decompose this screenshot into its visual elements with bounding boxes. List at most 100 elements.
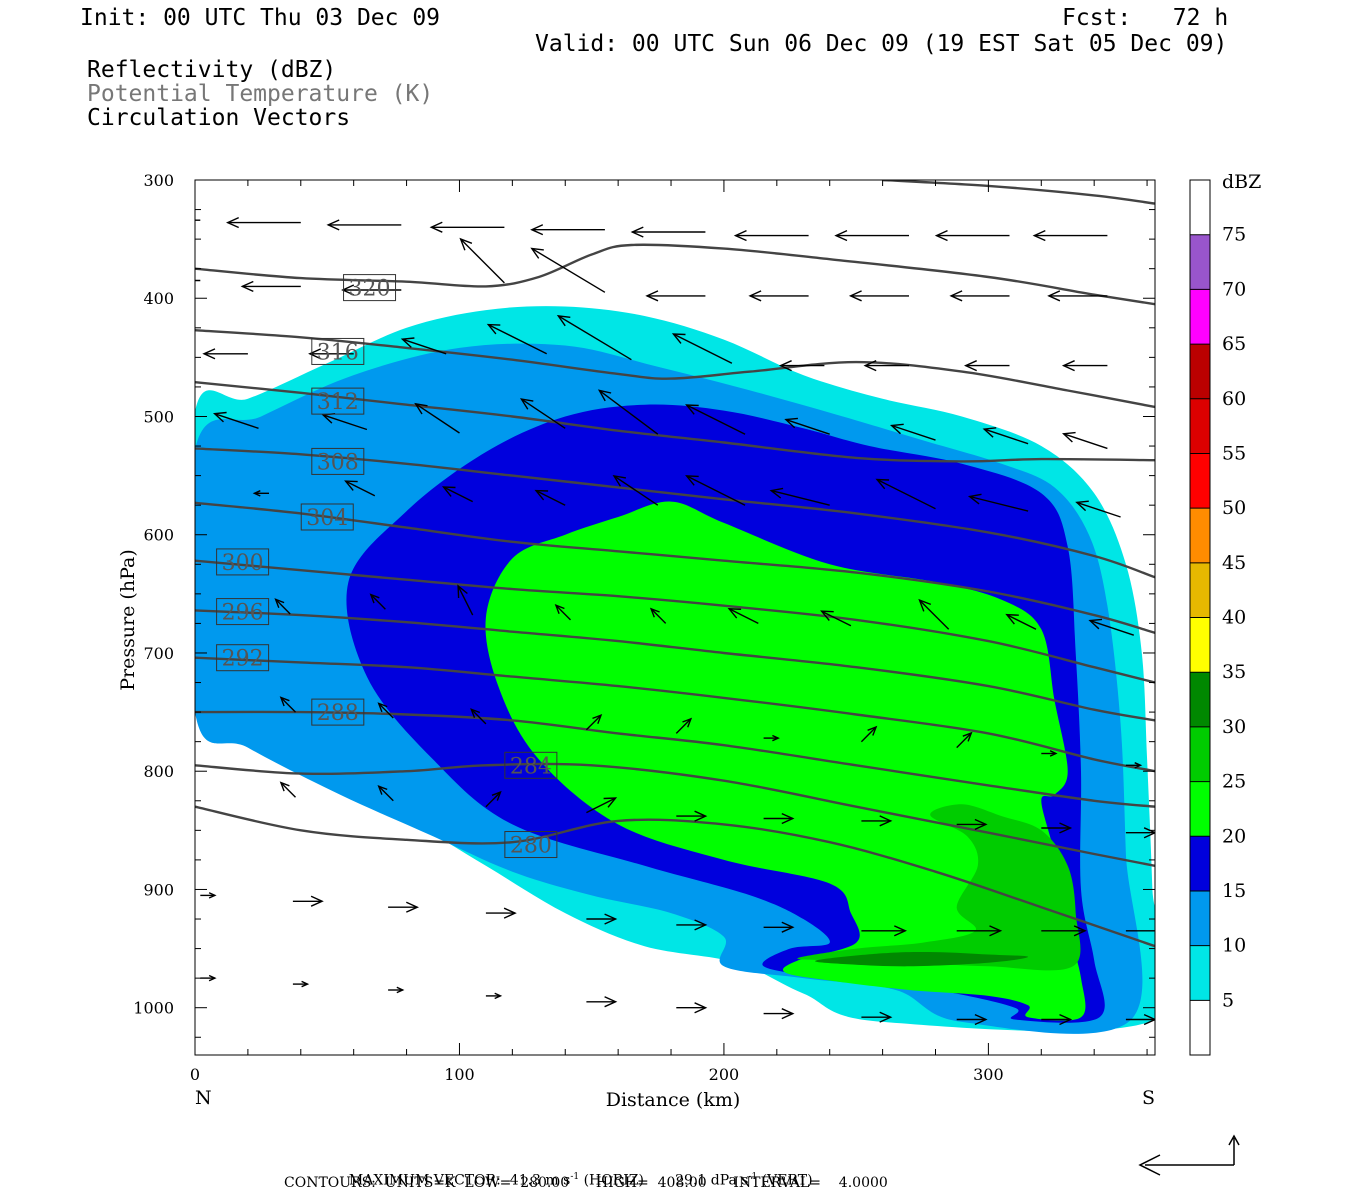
vector-arrow (983, 428, 1029, 445)
theta-304k-contour (195, 501, 1155, 635)
vector-arrow (1089, 619, 1135, 636)
vector-arrow (280, 782, 296, 798)
vector-arrowhead (1061, 360, 1075, 372)
vector-arrowhead (778, 360, 792, 372)
vector-arrowhead (530, 247, 544, 259)
theta-292k-contour (195, 656, 1155, 773)
theta-304k-label: 304 (300, 503, 354, 531)
vector-arrowhead (781, 1008, 795, 1020)
x-tick-label: 300 (973, 1065, 1004, 1084)
colorbar-swatch (1190, 890, 1210, 946)
vector-arrowhead (377, 784, 388, 795)
vector-arrowhead (867, 725, 878, 736)
vector-arrowhead (603, 797, 618, 808)
svg-text:320: 320 (349, 277, 391, 302)
vector-arrowhead (503, 907, 517, 919)
vector-arrowhead (1134, 762, 1143, 769)
x-tick-label: 100 (444, 1065, 475, 1084)
colorbar-swatch (1190, 453, 1210, 509)
y-tick-label: 400 (143, 289, 174, 308)
vector-arrow (1063, 433, 1108, 450)
vector-arrowhead (894, 925, 908, 937)
vector-arrowhead (769, 487, 784, 499)
vector-arrowhead (127, 215, 138, 225)
vector-arrowhead (252, 490, 261, 497)
vector-arrowhead (1073, 925, 1087, 937)
vector-arrow (876, 478, 936, 510)
vector-arrow (322, 414, 368, 431)
x-end-label-north: N (195, 1087, 212, 1109)
theta-316k-label: 316 (311, 337, 365, 365)
vector-arrowhead (279, 781, 290, 792)
vector-arrowhead (470, 708, 481, 719)
colorbar-swatch (1190, 398, 1210, 454)
theta-312k-contour (195, 381, 1155, 463)
theta-284k-label: 284 (504, 751, 558, 779)
svg-text:280: 280 (510, 834, 552, 859)
vector-arrow (531, 247, 606, 293)
theta-324k-contour (882, 180, 1155, 205)
vector-arrowhead (781, 812, 795, 825)
colorbar-tick-label: 65 (1222, 333, 1246, 355)
vector-arrow (686, 404, 746, 435)
init-label: Init: 00 UTC Thu 03 Dec 09 (80, 5, 441, 31)
colorbar-tick-label: 10 (1222, 935, 1246, 957)
vector-arrowhead (1088, 618, 1103, 630)
vector-arrow (956, 732, 972, 749)
svg-text:312: 312 (317, 390, 359, 415)
colorbar-swatch (1190, 344, 1210, 399)
vector-arrowhead (630, 226, 644, 238)
vector-arrow (585, 714, 602, 731)
theta-308k-contour (195, 447, 1155, 579)
vector-arrow (521, 398, 566, 429)
colorbar-swatch (1190, 508, 1210, 563)
vector-arrowhead (879, 815, 893, 827)
vector-arrowhead (225, 216, 239, 229)
vector-arrowhead (310, 895, 324, 907)
vector-arrowhead (429, 221, 443, 233)
svg-text:284: 284 (510, 754, 552, 779)
vector-arrowhead (491, 790, 502, 801)
vector-arrow (686, 475, 746, 506)
theta-296k-label: 296 (216, 598, 270, 626)
vector-arrow (275, 598, 291, 615)
vector-arrowhead (820, 610, 834, 621)
vector-arrowhead (694, 1002, 708, 1014)
vector-arrow (919, 599, 950, 630)
vector-arrowhead (202, 348, 216, 360)
vector-arrowhead (597, 389, 612, 402)
vector-arrow (673, 333, 733, 364)
vector-arrowhead (974, 818, 988, 831)
colorbar-swatch (1190, 836, 1210, 891)
colorbar-swatch (1190, 234, 1210, 290)
vector-arrowhead (1049, 750, 1058, 757)
colorbar-tick-label: 75 (1222, 224, 1246, 246)
theta-284k-contour (195, 762, 1155, 867)
vector-arrow (345, 480, 376, 497)
vector-arrowhead (1159, 926, 1170, 936)
vector-arrow (415, 403, 460, 434)
vector-arrow (675, 718, 692, 734)
vector-arrowhead (727, 608, 742, 619)
theta-280k-label: 280 (504, 831, 558, 859)
vector-arrowhead (863, 360, 877, 372)
vector-arrow (470, 708, 487, 725)
colorbar-title: dBZ (1222, 171, 1261, 193)
x-end-label-south: S (1142, 1087, 1155, 1109)
vector-arrowhead (875, 478, 890, 490)
theta-288k-label: 288 (311, 698, 365, 726)
vector-arrow (557, 315, 632, 361)
vector-arrowhead (279, 696, 290, 707)
vector-arrowhead (1059, 822, 1073, 834)
vector-arrowhead (612, 474, 627, 487)
vector-arrowhead (554, 603, 565, 614)
vector-arrowhead (772, 734, 780, 742)
field-theta-label: Potential Temperature (K) (87, 81, 434, 107)
vector-arrow (771, 489, 830, 506)
vector-arrow (460, 238, 505, 284)
vector-arrowhead (982, 427, 997, 438)
colorbar-swatch (1190, 180, 1210, 235)
y-tick-label: 1000 (133, 999, 174, 1018)
vector-arrow (821, 610, 852, 627)
